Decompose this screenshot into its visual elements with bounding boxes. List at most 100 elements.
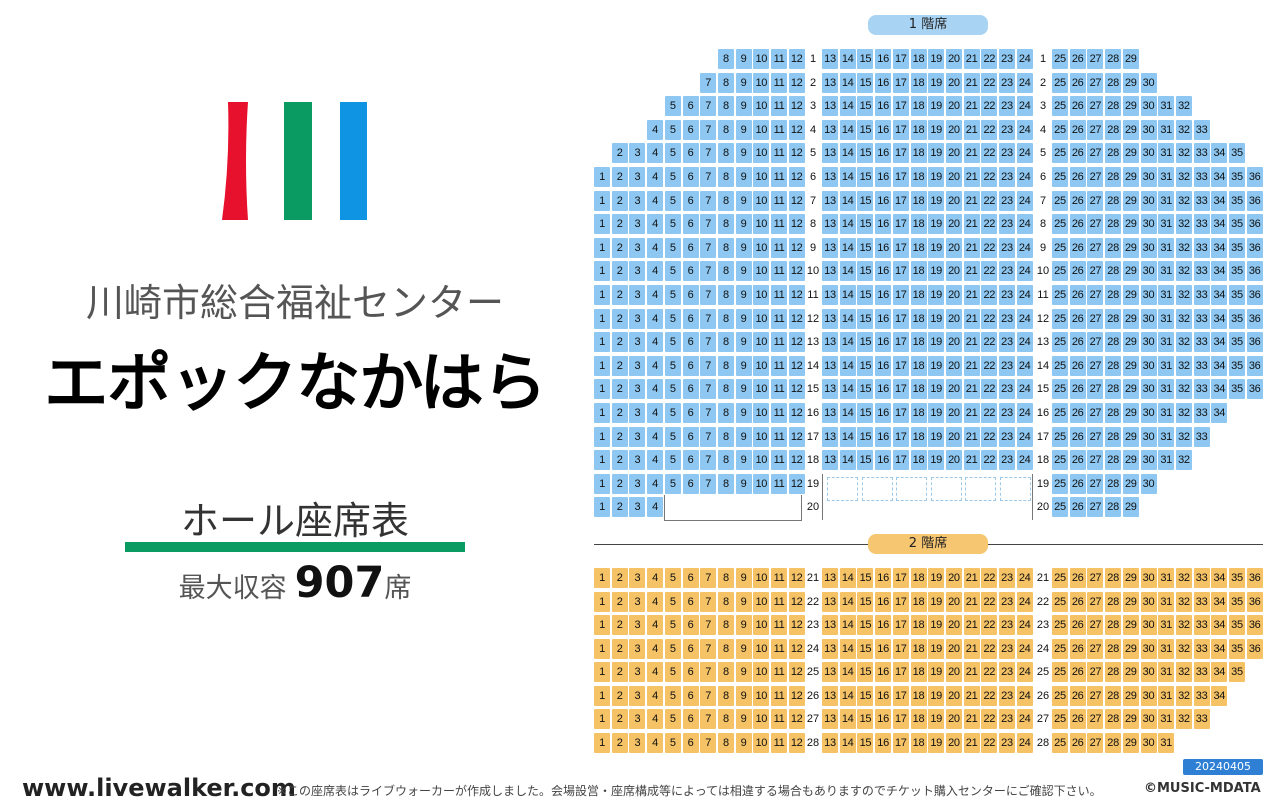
seat[interactable]: 27 <box>1087 426 1104 447</box>
seat[interactable]: 1 <box>594 167 610 187</box>
seat[interactable]: 1 <box>594 379 610 400</box>
seat[interactable]: 33 <box>1193 190 1210 211</box>
seat[interactable]: 17 <box>892 615 909 635</box>
seat[interactable]: 23 <box>999 261 1015 282</box>
seat[interactable]: 6 <box>682 662 699 682</box>
seat[interactable]: 19 <box>928 72 945 93</box>
seat[interactable]: 34 <box>1211 355 1228 376</box>
seat[interactable]: 22 <box>981 261 998 282</box>
seat[interactable]: 34 <box>1211 403 1228 423</box>
seat[interactable]: 29 <box>1122 49 1139 69</box>
seat[interactable]: 1 <box>594 662 610 682</box>
seat[interactable]: 24 <box>1016 119 1033 140</box>
seat[interactable]: 15 <box>857 591 874 612</box>
seat[interactable]: 16 <box>875 403 892 423</box>
seat[interactable]: 2 <box>611 591 628 612</box>
seat[interactable]: 29 <box>1122 355 1139 376</box>
seat[interactable]: 30 <box>1140 450 1157 471</box>
seat[interactable]: 10 <box>753 72 770 93</box>
seat[interactable]: 36 <box>1246 615 1263 635</box>
seat[interactable]: 15 <box>857 709 874 729</box>
seat[interactable]: 9 <box>735 662 752 682</box>
seat[interactable]: 24 <box>1016 308 1033 329</box>
seat[interactable]: 23 <box>999 332 1015 353</box>
seat[interactable]: 22 <box>981 709 998 729</box>
seat[interactable]: 30 <box>1140 379 1157 400</box>
seat[interactable]: 5 <box>664 662 681 682</box>
seat[interactable]: 1 <box>594 261 610 282</box>
seat[interactable]: 25 <box>1052 450 1068 471</box>
seat[interactable]: 35 <box>1229 167 1245 187</box>
seat[interactable]: 9 <box>735 638 752 659</box>
seat[interactable]: 1 <box>594 685 610 706</box>
seat[interactable]: 3 <box>629 403 646 423</box>
seat[interactable]: 29 <box>1122 685 1139 706</box>
seat[interactable]: 17 <box>892 190 909 211</box>
seat[interactable]: 27 <box>1087 732 1104 753</box>
seat[interactable]: 6 <box>682 403 699 423</box>
seat[interactable]: 23 <box>999 379 1015 400</box>
seat[interactable]: 1 <box>594 190 610 211</box>
seat[interactable]: 19 <box>928 403 945 423</box>
seat[interactable]: 15 <box>857 379 874 400</box>
seat[interactable]: 9 <box>735 237 752 258</box>
seat[interactable]: 17 <box>892 732 909 753</box>
seat[interactable]: 15 <box>857 167 874 187</box>
seat[interactable]: 26 <box>1069 732 1086 753</box>
seat[interactable]: 25 <box>1052 732 1068 753</box>
seat[interactable]: 36 <box>1246 379 1263 400</box>
seat[interactable]: 10 <box>753 685 770 706</box>
seat[interactable]: 9 <box>735 426 752 447</box>
seat[interactable]: 26 <box>1069 709 1086 729</box>
seat[interactable]: 3 <box>629 261 646 282</box>
seat[interactable]: 12 <box>788 214 805 235</box>
seat[interactable]: 11 <box>771 685 787 706</box>
seat[interactable]: 25 <box>1052 237 1068 258</box>
seat[interactable]: 7 <box>700 379 717 400</box>
seat[interactable]: 26 <box>1069 308 1086 329</box>
seat[interactable]: 10 <box>753 190 770 211</box>
seat[interactable]: 25 <box>1052 591 1068 612</box>
seat[interactable]: 30 <box>1140 638 1157 659</box>
seat[interactable]: 27 <box>1087 214 1104 235</box>
seat[interactable]: 11 <box>771 167 787 187</box>
seat[interactable]: 25 <box>1052 403 1068 423</box>
seat[interactable]: 26 <box>1069 167 1086 187</box>
seat[interactable]: 9 <box>735 568 752 588</box>
seat[interactable]: 6 <box>682 638 699 659</box>
seat[interactable]: 33 <box>1193 214 1210 235</box>
seat[interactable]: 2 <box>611 709 628 729</box>
seat[interactable]: 17 <box>892 379 909 400</box>
seat[interactable]: 31 <box>1158 732 1175 753</box>
seat[interactable]: 22 <box>981 190 998 211</box>
seat[interactable]: 32 <box>1175 285 1192 305</box>
seat[interactable]: 29 <box>1122 308 1139 329</box>
seat[interactable]: 25 <box>1052 261 1068 282</box>
seat[interactable]: 35 <box>1229 568 1245 588</box>
seat[interactable]: 12 <box>788 403 805 423</box>
seat[interactable]: 8 <box>717 591 734 612</box>
seat[interactable]: 17 <box>892 568 909 588</box>
seat[interactable]: 7 <box>700 332 717 353</box>
seat[interactable]: 20 <box>945 426 962 447</box>
seat[interactable]: 3 <box>629 237 646 258</box>
seat[interactable]: 14 <box>839 638 856 659</box>
seat[interactable]: 12 <box>788 285 805 305</box>
seat[interactable]: 26 <box>1069 237 1086 258</box>
seat[interactable]: 19 <box>928 615 945 635</box>
seat[interactable]: 26 <box>1069 403 1086 423</box>
seat[interactable]: 21 <box>963 591 980 612</box>
seat[interactable]: 6 <box>682 685 699 706</box>
seat[interactable]: 24 <box>1016 214 1033 235</box>
seat[interactable]: 2 <box>611 379 628 400</box>
seat[interactable]: 12 <box>788 143 805 164</box>
seat[interactable]: 26 <box>1069 591 1086 612</box>
seat[interactable]: 21 <box>963 732 980 753</box>
seat[interactable]: 13 <box>822 568 838 588</box>
seat[interactable]: 21 <box>963 685 980 706</box>
seat[interactable]: 23 <box>999 403 1015 423</box>
seat[interactable]: 32 <box>1175 662 1192 682</box>
seat[interactable]: 3 <box>629 450 646 471</box>
seat[interactable]: 15 <box>857 214 874 235</box>
seat[interactable]: 11 <box>771 143 787 164</box>
